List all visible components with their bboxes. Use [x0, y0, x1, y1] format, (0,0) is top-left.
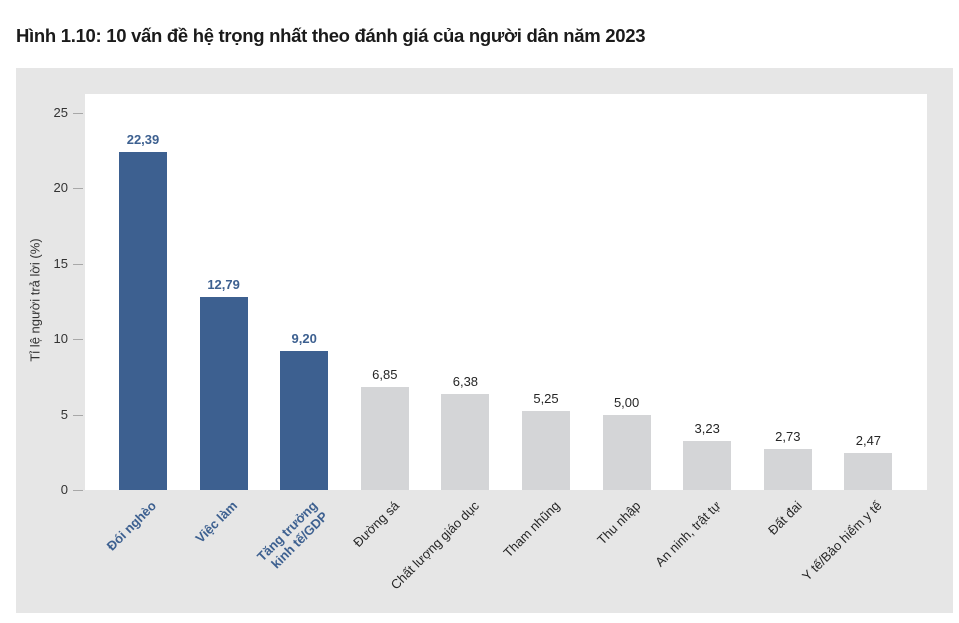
y-tick-mark	[73, 263, 83, 265]
y-tick-mark	[73, 490, 83, 491]
y-tick-mark	[73, 113, 83, 114]
bar	[199, 297, 248, 490]
bar	[522, 410, 570, 490]
bar	[844, 452, 893, 490]
y-tick-mark	[73, 414, 83, 416]
bar	[119, 152, 167, 490]
bar	[763, 448, 812, 490]
y-tick-label: 0	[60, 482, 68, 497]
bar	[360, 386, 409, 490]
bar	[280, 351, 329, 490]
bar-value-label: 12,79	[207, 277, 240, 293]
y-tick-mark	[73, 188, 83, 190]
bar-value-label: 3,23	[694, 421, 720, 437]
bar-value-label: 5,25	[533, 390, 559, 406]
y-tick-label: 15	[53, 255, 68, 271]
bar-value-label: 2,47	[855, 432, 882, 448]
bar-value-label: 9,20	[291, 331, 317, 347]
bar-value-label: 22,39	[126, 132, 160, 148]
bar-value-label: 6,38	[452, 373, 479, 389]
bar-value-label: 2,73	[775, 428, 801, 444]
y-tick-label: 20	[53, 180, 68, 196]
y-tick-mark	[73, 339, 83, 341]
y-tick-label: 10	[53, 331, 68, 347]
y-tick-label: 5	[60, 406, 68, 422]
bar	[602, 414, 651, 490]
y-tick-label: 25	[53, 105, 68, 120]
chart-title: Hình 1.10: 10 vấn đề hệ trọng nhất theo …	[16, 25, 646, 46]
bar-value-label: 6,85	[372, 366, 398, 382]
bar-value-label: 5,00	[613, 394, 640, 410]
bar	[683, 441, 732, 490]
bar	[441, 393, 490, 490]
